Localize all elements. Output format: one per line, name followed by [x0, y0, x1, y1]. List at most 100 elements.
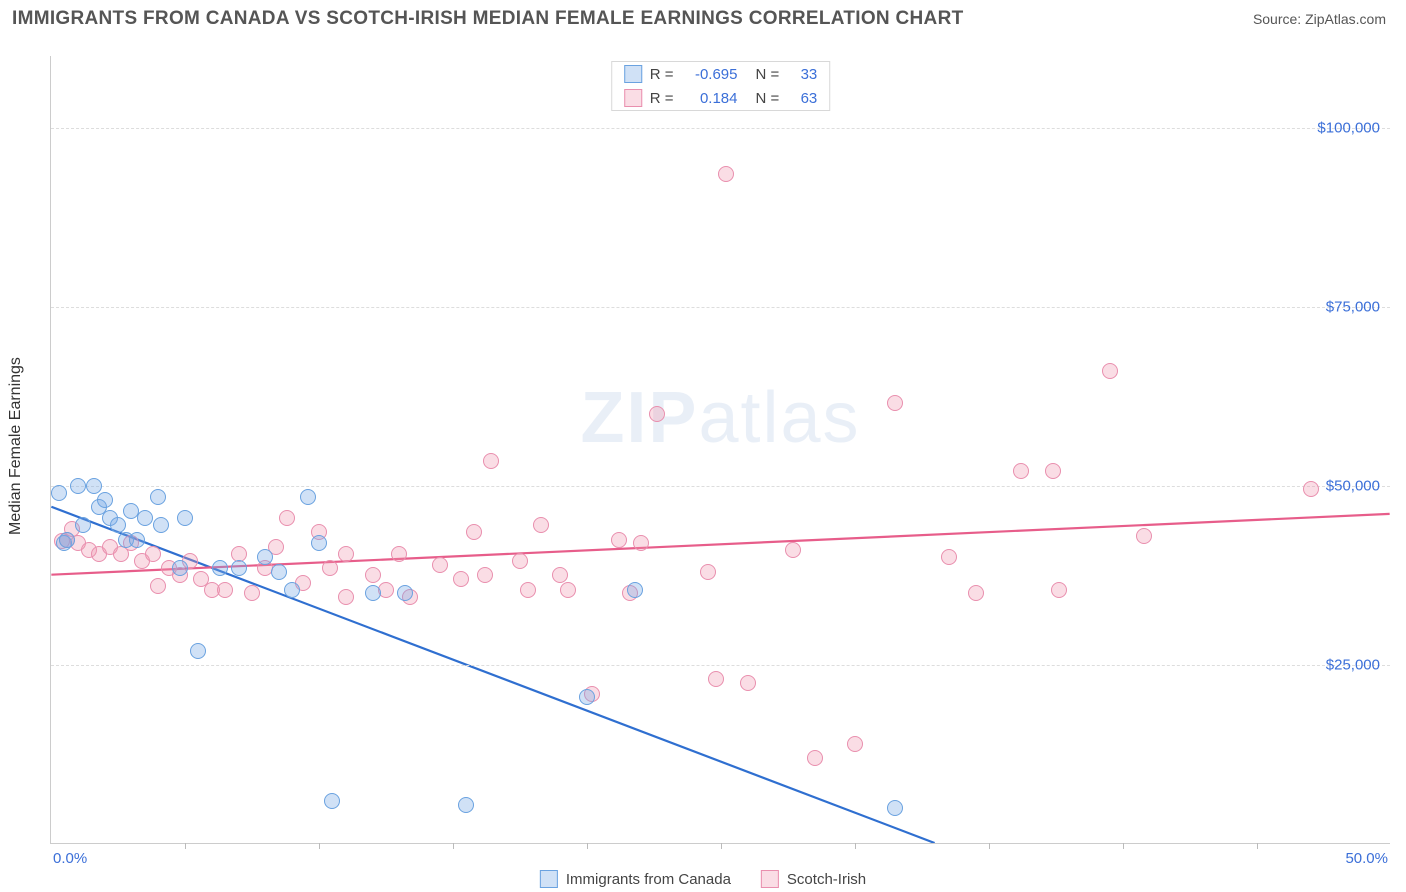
data-point-canada — [257, 549, 273, 565]
legend-series-item-canada: Immigrants from Canada — [540, 870, 731, 888]
data-point-canada — [284, 582, 300, 598]
data-point-scotch — [700, 564, 716, 580]
data-point-scotch — [279, 510, 295, 526]
legend-series-item-scotch: Scotch-Irish — [761, 870, 866, 888]
data-point-scotch — [807, 750, 823, 766]
data-point-canada — [231, 560, 247, 576]
data-point-scotch — [560, 582, 576, 598]
data-point-scotch — [217, 582, 233, 598]
data-point-scotch — [244, 585, 260, 601]
data-point-canada — [153, 517, 169, 533]
data-point-canada — [212, 560, 228, 576]
legend-n-value: 33 — [787, 66, 817, 83]
title-bar: IMMIGRANTS FROM CANADA VS SCOTCH-IRISH M… — [0, 0, 1406, 34]
legend-swatch-icon — [540, 870, 558, 888]
data-point-scotch — [466, 524, 482, 540]
data-point-canada — [129, 532, 145, 548]
data-point-canada — [97, 492, 113, 508]
legend-series-label: Scotch-Irish — [787, 871, 866, 888]
x-axis-max-label: 50.0% — [1345, 850, 1388, 867]
x-axis-min-label: 0.0% — [53, 850, 87, 867]
data-point-canada — [458, 797, 474, 813]
data-point-canada — [311, 535, 327, 551]
data-point-scotch — [611, 532, 627, 548]
gridline — [51, 128, 1390, 129]
data-point-scotch — [785, 542, 801, 558]
data-point-canada — [75, 517, 91, 533]
data-point-scotch — [1136, 528, 1152, 544]
data-point-scotch — [1051, 582, 1067, 598]
data-point-scotch — [1102, 363, 1118, 379]
x-tick — [1123, 843, 1124, 849]
data-point-scotch — [322, 560, 338, 576]
y-axis-title: Median Female Earnings — [7, 357, 25, 535]
x-tick — [319, 843, 320, 849]
data-point-scotch — [740, 675, 756, 691]
data-point-canada — [190, 643, 206, 659]
legend-swatch-icon — [624, 65, 642, 83]
data-point-canada — [397, 585, 413, 601]
data-point-canada — [365, 585, 381, 601]
legend-r-label: R = — [650, 90, 674, 107]
chart-title: IMMIGRANTS FROM CANADA VS SCOTCH-IRISH M… — [12, 8, 964, 30]
data-point-scotch — [708, 671, 724, 687]
data-point-canada — [137, 510, 153, 526]
data-point-scotch — [483, 453, 499, 469]
data-point-canada — [86, 478, 102, 494]
x-tick — [185, 843, 186, 849]
data-point-canada — [271, 564, 287, 580]
legend-n-value: 63 — [787, 90, 817, 107]
legend-corr-row-scotch: R = 0.184 N = 63 — [612, 86, 830, 110]
legend-n-label: N = — [756, 90, 780, 107]
data-point-scotch — [847, 736, 863, 752]
y-tick-label: $25,000 — [1326, 656, 1380, 673]
data-point-scotch — [338, 589, 354, 605]
data-point-canada — [51, 485, 67, 501]
data-point-canada — [59, 532, 75, 548]
x-tick — [989, 843, 990, 849]
data-point-scotch — [512, 553, 528, 569]
gridline — [51, 486, 1390, 487]
data-point-canada — [177, 510, 193, 526]
data-point-scotch — [477, 567, 493, 583]
data-point-scotch — [365, 567, 381, 583]
legend-swatch-icon — [624, 89, 642, 107]
legend-swatch-icon — [761, 870, 779, 888]
data-point-canada — [627, 582, 643, 598]
y-tick-label: $75,000 — [1326, 298, 1380, 315]
data-point-scotch — [150, 578, 166, 594]
y-tick-label: $100,000 — [1317, 119, 1380, 136]
source-link[interactable]: ZipAtlas.com — [1305, 11, 1386, 27]
legend-corr-row-canada: R =-0.695N =33 — [612, 62, 830, 86]
trend-line-scotch — [51, 514, 1389, 575]
legend-n-label: N = — [756, 66, 780, 83]
scatter-chart: ZIPatlas R =-0.695N =33R =0.184N =63 0.0… — [50, 56, 1390, 844]
data-point-canada — [579, 689, 595, 705]
data-point-scotch — [968, 585, 984, 601]
legend-correlation: R =-0.695N =33R =0.184N =63 — [611, 61, 831, 111]
data-point-scotch — [520, 582, 536, 598]
data-point-scotch — [533, 517, 549, 533]
legend-r-label: R = — [650, 66, 674, 83]
x-tick — [1257, 843, 1258, 849]
data-point-scotch — [649, 406, 665, 422]
data-point-scotch — [338, 546, 354, 562]
data-point-scotch — [1303, 481, 1319, 497]
data-point-canada — [300, 489, 316, 505]
gridline — [51, 665, 1390, 666]
data-point-canada — [887, 800, 903, 816]
data-point-scotch — [432, 557, 448, 573]
data-point-canada — [324, 793, 340, 809]
data-point-scotch — [145, 546, 161, 562]
data-point-scotch — [1013, 463, 1029, 479]
data-point-scotch — [1045, 463, 1061, 479]
data-point-scotch — [887, 395, 903, 411]
x-tick — [855, 843, 856, 849]
legend-r-value: 0.184 — [682, 90, 738, 107]
data-point-scotch — [941, 549, 957, 565]
source-attribution: Source: ZipAtlas.com — [1253, 11, 1386, 27]
x-tick — [721, 843, 722, 849]
legend-series-label: Immigrants from Canada — [566, 871, 731, 888]
data-point-canada — [70, 478, 86, 494]
y-tick-label: $50,000 — [1326, 477, 1380, 494]
